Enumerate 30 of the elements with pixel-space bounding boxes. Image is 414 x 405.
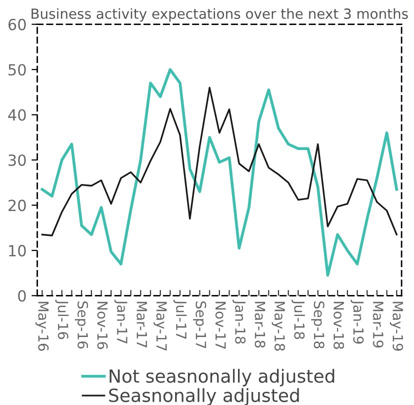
x-tick-label: Nov-17 [215, 302, 226, 349]
line-series [41, 86, 398, 236]
x-tick-label: May-19 [390, 302, 404, 351]
x-tick-label: Jan-18 [232, 300, 246, 344]
x-tick-label: Mar-17 [136, 302, 147, 348]
y-tick-label: 60 [8, 18, 26, 30]
line-series [40, 68, 398, 277]
y-tick-label: 40 [8, 109, 26, 121]
legend-label: Not seasnonally adjusted [110, 368, 334, 386]
chart-title: Business activity expectations over the next 3 months [32, 8, 408, 22]
x-tick-label: Jul-17 [173, 300, 187, 339]
y-tick-label: 20 [8, 200, 26, 212]
x-tick-label: Mar-19 [372, 302, 384, 348]
x-tick-label: Sep-16 [74, 301, 88, 348]
x-tick-label: Sep-18 [311, 301, 324, 348]
x-tick-label: Sep-17 [193, 301, 206, 348]
y-tick-label: 10 [9, 244, 26, 256]
x-tick-label: Jul-16 [55, 300, 69, 340]
x-tick-label: Jan-17 [114, 300, 128, 344]
y-tick-label: 30 [8, 154, 26, 166]
x-tick-label: May-18 [272, 302, 285, 351]
y-tick-label: 0 [18, 290, 26, 302]
x-tick-label: Nov-16 [97, 302, 108, 350]
x-tick-label: May-16 [35, 302, 49, 351]
x-tick-label: Jan-19 [350, 300, 364, 344]
x-tick-label: Mar-18 [254, 302, 266, 348]
x-tick-label: Jul-18 [292, 300, 305, 340]
y-tick-label: 50 [8, 64, 26, 76]
x-tick-label: May-17 [154, 302, 167, 350]
x-tick-label: Nov-18 [334, 302, 344, 349]
